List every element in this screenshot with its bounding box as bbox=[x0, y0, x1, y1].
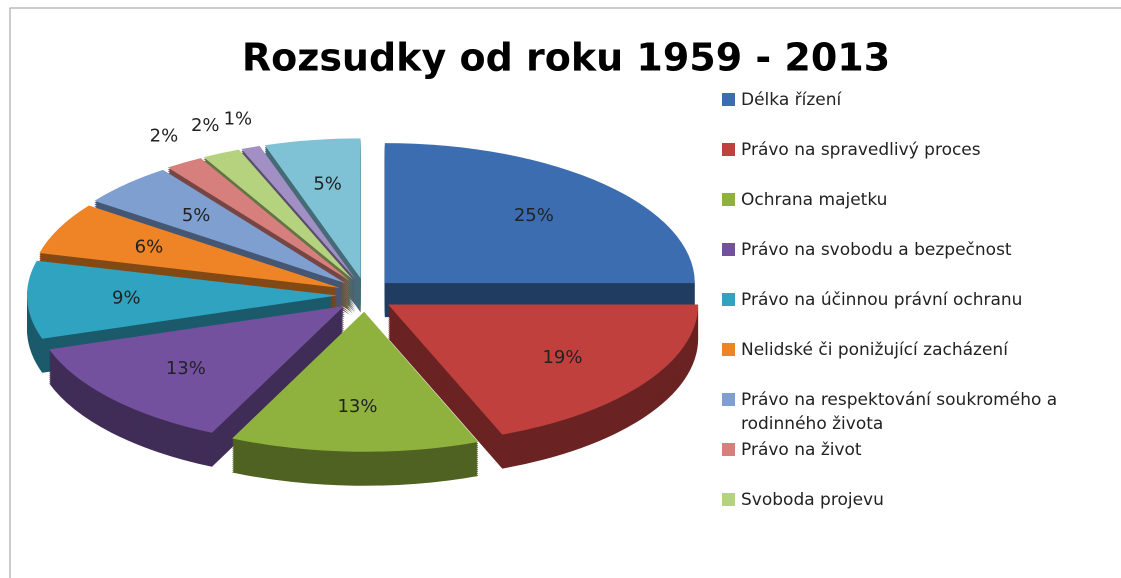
data-label: 5% bbox=[182, 205, 211, 226]
data-label: 25% bbox=[514, 205, 554, 226]
slice-top bbox=[27, 260, 338, 339]
pie-slice bbox=[232, 311, 479, 486]
legend-swatch bbox=[722, 193, 735, 206]
legend-label: Právo na spravedlivý proces bbox=[741, 140, 981, 160]
legend-label: Právo na respektování soukromého a rodin… bbox=[741, 390, 1058, 434]
legend-swatch bbox=[722, 443, 735, 456]
data-label: 9% bbox=[112, 288, 141, 309]
legend-swatch bbox=[722, 243, 735, 256]
slice-top bbox=[241, 146, 356, 280]
slice-top bbox=[49, 306, 344, 433]
legend-label: Právo na život bbox=[741, 440, 862, 460]
legend-swatch bbox=[722, 343, 735, 356]
legend-label: Délka řízení bbox=[741, 90, 842, 110]
pie-slice bbox=[39, 205, 340, 322]
data-label: 13% bbox=[166, 358, 206, 379]
legend-label: Ochrana majetku bbox=[741, 190, 888, 210]
chart-title: Rozsudky od roku 1959 - 2013 bbox=[242, 36, 890, 80]
legend-item: Právo na život bbox=[722, 438, 1112, 462]
pie-slice bbox=[384, 143, 695, 318]
slice-top bbox=[94, 169, 346, 284]
legend-item: Právo na svobodu a bezpečnost bbox=[722, 238, 1112, 262]
data-label: 6% bbox=[135, 236, 164, 257]
slice-top bbox=[388, 304, 699, 435]
legend-item: Právo na spravedlivý proces bbox=[722, 138, 1112, 162]
slice-top bbox=[232, 311, 479, 452]
legend-item: Právo na respektování soukromého a rodin… bbox=[722, 388, 1112, 436]
legend-swatch bbox=[722, 293, 735, 306]
legend-label: Právo na účinnou právní ochranu bbox=[741, 290, 1023, 310]
legend-swatch bbox=[722, 493, 735, 506]
legend-label: Nelidské či ponižující zacházení bbox=[741, 340, 1008, 360]
legend-swatch bbox=[722, 93, 735, 106]
data-label: 2% bbox=[150, 125, 179, 146]
legend-item: Právo na účinnou právní ochranu bbox=[722, 288, 1112, 312]
legend-item: Ochrana majetku bbox=[722, 188, 1112, 212]
data-label: 5% bbox=[313, 173, 342, 194]
legend-item: Nelidské či ponižující zacházení bbox=[722, 338, 1112, 362]
slice-top bbox=[203, 149, 354, 280]
legend-item: Svoboda projevu bbox=[722, 488, 1112, 512]
legend-swatch bbox=[722, 143, 735, 156]
legend-label: Právo na svobodu a bezpečnost bbox=[741, 240, 1012, 260]
data-label: 13% bbox=[337, 396, 377, 417]
slice-top bbox=[264, 138, 361, 279]
data-label: 19% bbox=[542, 347, 582, 368]
pie-slice bbox=[49, 306, 344, 467]
data-label: 1% bbox=[224, 109, 253, 130]
legend-swatch bbox=[722, 393, 735, 406]
chart-border bbox=[9, 7, 1121, 578]
slice-top bbox=[384, 143, 695, 284]
legend-label: Svoboda projevu bbox=[741, 490, 884, 510]
slice-top bbox=[39, 205, 340, 288]
data-label: 2% bbox=[191, 115, 220, 136]
legend-item: Délka řízení bbox=[722, 88, 1112, 112]
pie-slice bbox=[388, 304, 699, 469]
slice-top bbox=[167, 158, 350, 281]
pie: 25%19%13%13%9%6%5%2%2% 1%5% bbox=[27, 109, 699, 486]
